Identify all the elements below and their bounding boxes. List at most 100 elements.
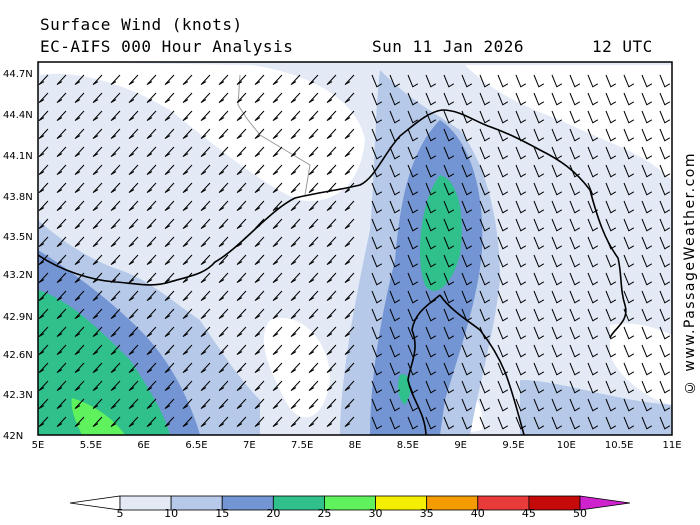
wind-barb xyxy=(479,272,491,286)
wind-barb xyxy=(515,110,527,124)
wind-barb xyxy=(344,290,355,302)
wind-barb xyxy=(146,272,157,284)
wind-barb xyxy=(659,74,671,88)
wind-barb xyxy=(623,272,635,286)
wind-barb xyxy=(236,146,247,158)
wind-barb xyxy=(56,74,67,86)
wind-barb xyxy=(659,308,671,322)
wind-barb xyxy=(164,236,175,248)
wind-barb xyxy=(443,398,455,412)
wind-barb xyxy=(515,92,527,106)
wind-barb xyxy=(443,254,455,268)
wind-barb xyxy=(479,164,491,178)
wind-barb xyxy=(38,236,49,248)
wind-barb xyxy=(551,164,563,178)
wind-barb xyxy=(200,344,211,356)
wind-barb xyxy=(254,200,265,212)
wind-barb xyxy=(164,344,175,356)
wind-barb xyxy=(659,218,671,232)
lon-label: 7E xyxy=(242,440,256,451)
lon-label: 10.5E xyxy=(604,440,634,451)
wind-barb xyxy=(623,380,635,394)
lat-label: 42N xyxy=(3,431,24,442)
wind-barb xyxy=(443,362,455,376)
wind-barb xyxy=(623,254,635,268)
wind-barb xyxy=(164,200,175,212)
wind-barb xyxy=(497,416,509,430)
wind-barb xyxy=(407,128,419,142)
wind-barb xyxy=(56,416,67,428)
wind-barb xyxy=(110,272,121,284)
wind-barb xyxy=(290,164,301,176)
wind-barb xyxy=(371,74,383,88)
wind-barb xyxy=(587,290,599,304)
wind-barb xyxy=(110,398,121,410)
wind-barb xyxy=(551,380,563,394)
wind-barb xyxy=(344,182,355,194)
wind-barb xyxy=(479,218,491,232)
wind-barb xyxy=(74,344,85,356)
wind-barb xyxy=(605,362,617,376)
wind-barb xyxy=(443,164,455,178)
wind-barb xyxy=(56,200,67,212)
wind-barb xyxy=(389,92,401,106)
wind-barb xyxy=(326,254,337,266)
wind-barb xyxy=(551,344,563,358)
wind-barb xyxy=(182,218,193,230)
wind-barb xyxy=(146,254,157,266)
wind-barb xyxy=(605,254,617,268)
wind-barb xyxy=(587,236,599,250)
wind-barb xyxy=(200,218,211,230)
wind-barb xyxy=(344,326,355,338)
wind-barb xyxy=(623,236,635,250)
wind-barb xyxy=(254,92,265,104)
wind-barb xyxy=(533,128,545,142)
wind-barb xyxy=(497,110,509,124)
lon-label: 6.5E xyxy=(185,440,208,451)
wind-barb xyxy=(344,272,355,284)
wind-barb xyxy=(641,92,653,106)
colorbar-tick-label: 10 xyxy=(164,507,179,520)
wind-barb xyxy=(92,254,103,266)
wind-barb xyxy=(182,272,193,284)
colorbar-min-arrow xyxy=(69,495,121,511)
wind-barb xyxy=(146,236,157,248)
wind-barb xyxy=(659,128,671,142)
wind-barb xyxy=(443,218,455,232)
wind-barb xyxy=(407,290,419,304)
wind-barb xyxy=(200,92,211,104)
wind-barb xyxy=(110,74,121,86)
colorbar-tick-label: 45 xyxy=(521,507,536,520)
wind-barb xyxy=(389,164,401,178)
wind-barb xyxy=(371,128,383,142)
wind-barb xyxy=(236,110,247,122)
wind-barb xyxy=(533,272,545,286)
wind-barb xyxy=(497,200,509,214)
wind-barb xyxy=(605,416,617,430)
colorbar-tick-label: 25 xyxy=(317,507,332,520)
wind-barb xyxy=(344,362,355,374)
wind-barb xyxy=(326,380,337,392)
wind-barb xyxy=(74,416,85,428)
wind-barb xyxy=(641,290,653,304)
wind-barb xyxy=(587,362,599,376)
wind-barb xyxy=(326,200,337,212)
wind-barb xyxy=(407,236,419,250)
wind-barb xyxy=(182,110,193,122)
wind-barb xyxy=(659,254,671,268)
wind-barb xyxy=(110,344,121,356)
wind-barb xyxy=(74,164,85,176)
wind-barb xyxy=(308,218,319,230)
wind-barb xyxy=(74,254,85,266)
wind-barb xyxy=(218,416,229,428)
wind-barb xyxy=(497,218,509,232)
wind-barb xyxy=(533,236,545,250)
wind-barb xyxy=(344,398,355,410)
wind-barb xyxy=(551,92,563,106)
wind-barb xyxy=(200,398,211,410)
wind-barb xyxy=(110,254,121,266)
wind-barb xyxy=(641,164,653,178)
wind-barb xyxy=(254,272,265,284)
wind-barb xyxy=(515,326,527,340)
wind-barb xyxy=(200,272,211,284)
